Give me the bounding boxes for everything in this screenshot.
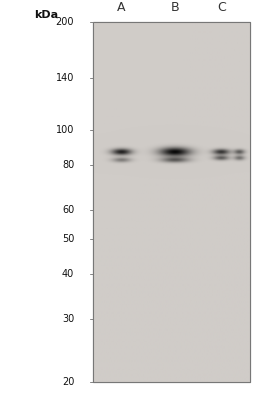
Text: 40: 40: [62, 269, 74, 279]
Text: 30: 30: [62, 314, 74, 324]
Text: B: B: [170, 1, 179, 14]
Text: 60: 60: [62, 205, 74, 215]
Text: kDa: kDa: [34, 10, 58, 20]
FancyBboxPatch shape: [93, 22, 250, 382]
Text: 20: 20: [62, 377, 74, 387]
Text: 200: 200: [56, 17, 74, 27]
Text: 50: 50: [62, 234, 74, 244]
Text: 100: 100: [56, 125, 74, 135]
Text: 80: 80: [62, 160, 74, 170]
Text: 140: 140: [56, 73, 74, 83]
Text: C: C: [217, 1, 226, 14]
Text: A: A: [117, 1, 126, 14]
